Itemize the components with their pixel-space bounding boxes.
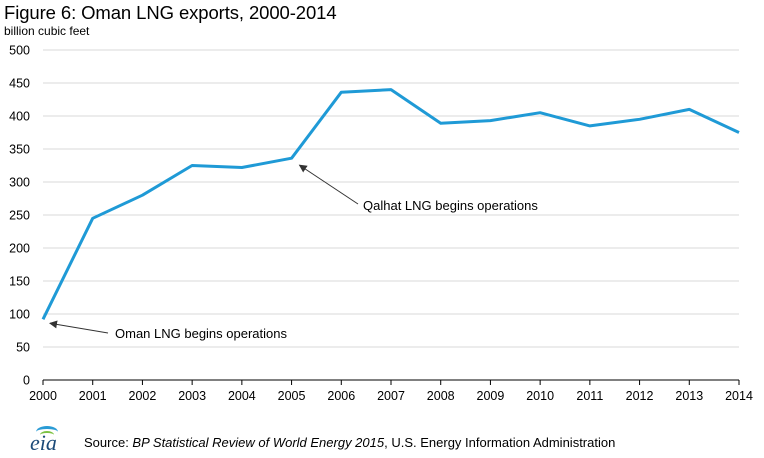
logo-swoosh-secondary-icon xyxy=(40,431,54,439)
x-tick-label: 2001 xyxy=(79,389,107,403)
source-prefix: Source: xyxy=(84,434,133,450)
annotation-label: Oman LNG begins operations xyxy=(115,326,287,341)
x-tick-label: 2007 xyxy=(377,389,405,403)
x-axis: 2000 2001 2002 2003 2004 2005 2006 2007 2008 2009… xyxy=(29,379,753,403)
y-tick-label: 100 xyxy=(9,308,30,322)
x-tick-label: 2011 xyxy=(576,389,603,403)
source-suffix: , U.S. Energy Information Administration xyxy=(384,434,616,450)
x-tick-label: 2000 xyxy=(29,389,57,403)
eia-logo[interactable]: eia xyxy=(20,426,76,456)
y-tick-label: 450 xyxy=(9,77,30,91)
logo-swoosh-icon xyxy=(36,426,58,438)
x-tick-label: 2005 xyxy=(278,389,306,403)
x-tick-label: 2008 xyxy=(427,389,455,403)
x-tick-label: 2012 xyxy=(626,389,654,403)
source-note: Source: BP Statistical Review of World E… xyxy=(84,435,615,450)
x-tick-label: 2010 xyxy=(526,389,554,403)
y-axis-units: billion cubic feet xyxy=(4,24,90,38)
x-tick-label: 2002 xyxy=(129,389,157,403)
logo-text: eia xyxy=(30,430,57,455)
series-group xyxy=(41,88,740,320)
x-tick-label: 2006 xyxy=(327,389,355,403)
annotation-arrow xyxy=(49,320,109,334)
series-line xyxy=(41,88,740,320)
x-tick-label: 2003 xyxy=(178,389,206,403)
y-tick-label: 250 xyxy=(9,209,30,223)
x-tick-label: 2009 xyxy=(477,389,505,403)
y-tick-label: 50 xyxy=(16,341,30,355)
y-tick-label: 300 xyxy=(9,176,30,190)
y-tick-label: 200 xyxy=(9,242,30,256)
footer: eia Source: BP Statistical Review of Wor… xyxy=(20,426,615,456)
source-publication: BP Statistical Review of World Energy 20… xyxy=(132,434,385,450)
chart-title: Figure 6: Oman LNG exports, 2000-2014 xyxy=(4,2,337,23)
x-tick-label: 2004 xyxy=(228,389,256,403)
annotation-arrow xyxy=(298,164,359,205)
y-tick-label: 0 xyxy=(23,374,30,388)
y-tick-labels: 0 50 100 150 200 250 300 350 400 450 500 xyxy=(9,44,30,388)
annotation-label: Qalhat LNG begins operations xyxy=(363,198,538,213)
y-tick-label: 500 xyxy=(9,44,30,58)
annotations: Oman LNG begins operations Qalhat LNG beg… xyxy=(49,164,538,341)
x-tick-label: 2013 xyxy=(675,389,703,403)
y-tick-label: 400 xyxy=(9,110,30,124)
x-tick-label: 2014 xyxy=(725,389,753,403)
gridlines xyxy=(43,49,739,348)
y-tick-label: 150 xyxy=(9,275,30,289)
y-tick-label: 350 xyxy=(9,143,30,157)
